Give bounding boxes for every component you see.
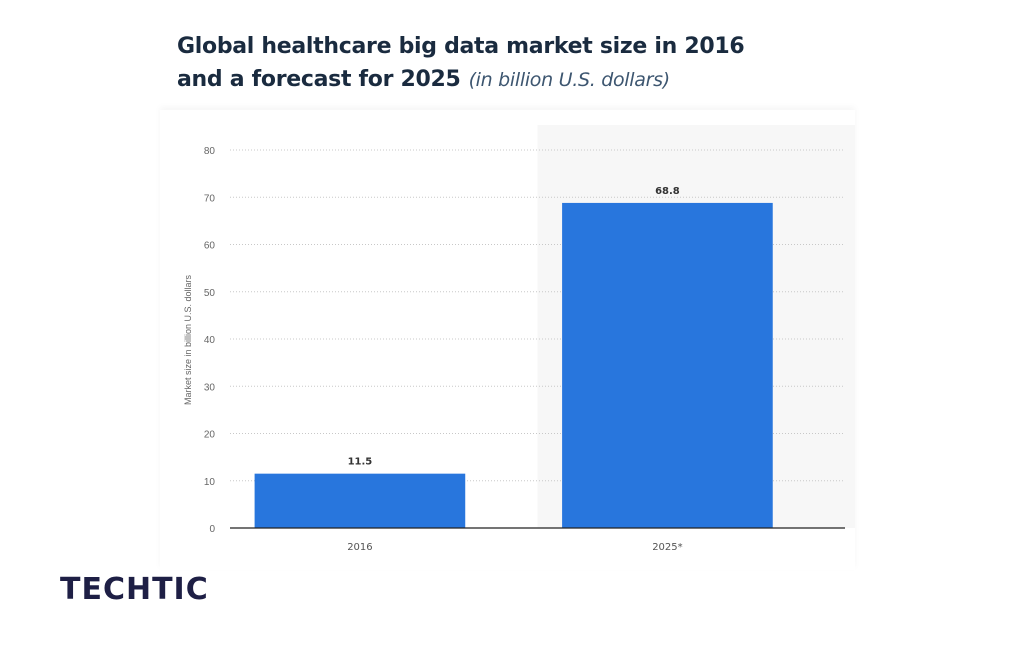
y-axis-label: Market size in billion U.S. dollars (183, 274, 193, 405)
bar (254, 473, 466, 528)
title-line-1: Global healthcare big data market size i… (177, 34, 745, 59)
y-tick-label: 20 (204, 430, 216, 441)
data-label: 11.5 (348, 457, 373, 468)
bar (562, 202, 773, 529)
x-tick-label: 2016 (347, 542, 372, 553)
data-label: 68.8 (655, 186, 680, 197)
title-line-2: and a forecast for 2025 (177, 67, 461, 92)
chart-subtitle: (in billion U.S. dollars) (468, 69, 671, 91)
x-tick-label: 2025* (652, 542, 682, 553)
y-tick-label: 0 (209, 524, 215, 535)
chart-title: Global healthcare big data market size i… (177, 30, 745, 97)
y-tick-label: 40 (204, 335, 216, 346)
y-tick-label: 30 (204, 382, 216, 393)
y-tick-label: 60 (204, 241, 216, 252)
y-tick-label: 10 (204, 477, 216, 488)
y-tick-label: 70 (204, 193, 216, 204)
y-tick-label: 50 (204, 288, 216, 299)
y-tick-label: 80 (204, 146, 216, 157)
techtic-logo: TECHTIC (60, 572, 209, 607)
